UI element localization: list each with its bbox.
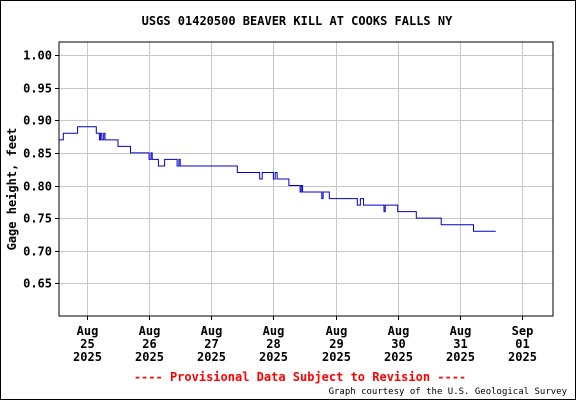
series-layer [59,126,496,232]
x-tick-label: Sep [512,324,534,338]
x-tick-label: 25 [80,337,94,351]
x-tick-label: Aug [388,324,410,338]
y-tick-label: 0.85 [23,147,52,161]
x-tick-label: 30 [391,337,405,351]
y-tick-label: 1.00 [23,49,52,63]
y-tick-label: 0.70 [23,245,52,259]
x-tick-label: 31 [453,337,467,351]
x-tick-label: 29 [329,337,343,351]
gage-height-line [59,126,496,232]
x-tick-label: 2025 [322,350,351,364]
credit-text: Graph courtesy of the U.S. Geological Su… [329,387,568,397]
x-tick-label: 2025 [508,350,537,364]
provisional-notice: ---- Provisional Data Subject to Revisio… [134,370,466,384]
x-tick-label: Aug [201,324,223,338]
x-tick-label: 28 [266,337,280,351]
plot-area-border [58,41,554,317]
grid [59,42,553,316]
x-axis-ticks: Aug252025Aug262025Aug272025Aug282025Aug2… [73,316,537,364]
y-tick-label: 0.95 [23,82,52,96]
y-tick-label: 0.65 [23,277,52,291]
x-tick-label: 27 [204,337,218,351]
y-axis-ticks: 0.65 0.70 0.75 0.80 0.85 0.90 0.95 1.00 [23,49,59,291]
x-tick-label: Aug [263,324,285,338]
x-tick-label: 2025 [73,350,102,364]
y-tick-label: 0.75 [23,212,52,226]
x-tick-label: 01 [515,337,529,351]
x-tick-label: 26 [142,337,156,351]
y-tick-label: 0.80 [23,180,52,194]
x-tick-label: 2025 [446,350,475,364]
x-tick-label: Aug [326,324,348,338]
y-axis-label: Gage height, feet [5,128,19,251]
x-tick-label: 2025 [384,350,413,364]
x-tick-label: Aug [450,324,472,338]
x-tick-label: 2025 [135,350,164,364]
x-tick-label: 2025 [197,350,226,364]
chart-title: USGS 01420500 BEAVER KILL AT COOKS FALLS… [142,14,453,28]
x-tick-label: Aug [139,324,161,338]
x-tick-label: 2025 [259,350,288,364]
x-tick-label: Aug [77,324,99,338]
y-tick-label: 0.90 [23,114,52,128]
